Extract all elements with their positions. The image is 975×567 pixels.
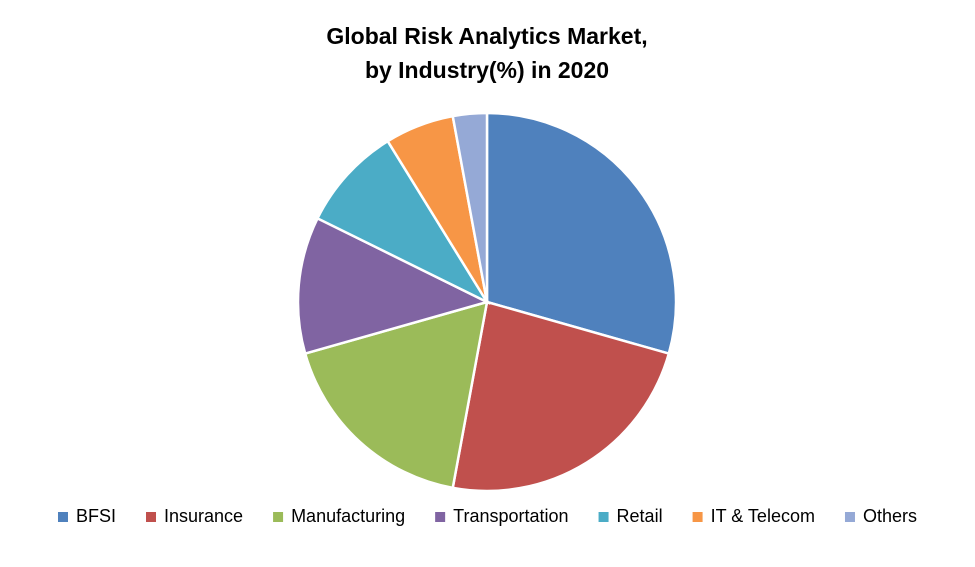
pie xyxy=(296,111,678,493)
chart-title: by Industry(%) in 2020 xyxy=(365,57,609,83)
pie-slice xyxy=(485,111,678,356)
legend-swatch xyxy=(692,512,703,522)
legend: BFSI Insurance Manufacturing Transportation… xyxy=(57,506,917,526)
legend-label: Others xyxy=(863,506,917,526)
legend-label: Manufacturing xyxy=(291,506,405,526)
pie-slice xyxy=(451,300,671,493)
legend-label: BFSI xyxy=(76,506,116,526)
legend-swatch xyxy=(844,512,855,522)
legend-label: IT & Telecom xyxy=(711,506,815,526)
legend-swatch xyxy=(435,512,446,522)
pie-slice xyxy=(296,216,491,356)
legend-label: Retail xyxy=(617,506,663,526)
legend-swatch xyxy=(273,512,284,522)
legend-label: Insurance xyxy=(164,506,243,526)
pie-slice xyxy=(303,300,489,490)
pie-slice xyxy=(315,139,491,306)
pie-slice xyxy=(451,111,489,303)
legend-swatch xyxy=(57,512,68,522)
chart-title: Global Risk Analytics Market, xyxy=(326,23,647,49)
legend-swatch xyxy=(146,512,157,522)
legend-label: Transportation xyxy=(453,506,568,526)
legend-swatch xyxy=(598,512,609,522)
